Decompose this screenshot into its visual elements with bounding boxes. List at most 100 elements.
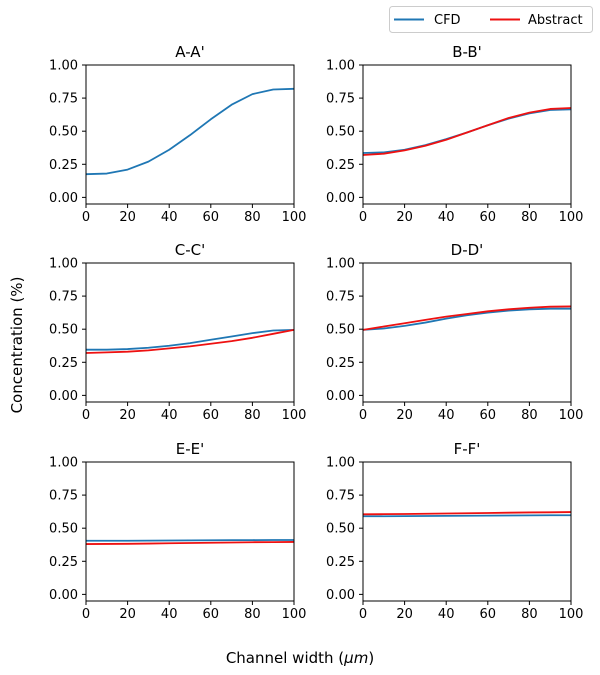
x-tick-label: 40 — [438, 408, 455, 423]
x-tick-label: 100 — [282, 607, 307, 622]
panels: A-A' 0 20 40 60 80 100 0.00 0.25 0.50 0.75 1.00 B-B'… — [49, 43, 583, 622]
y-tick-label: 0.00 — [49, 588, 78, 603]
y-tick-label: 0.25 — [49, 158, 78, 173]
y-tick-label: 0.25 — [49, 555, 78, 570]
x-tick-label: 60 — [480, 607, 497, 622]
series-line-abstract — [86, 541, 294, 545]
x-tick-label: 80 — [244, 408, 261, 423]
y-tick-label: 0.50 — [49, 522, 78, 537]
legend-label-abstract: Abstract — [528, 13, 583, 28]
panel-frame — [85, 262, 295, 403]
x-tick-label: 40 — [161, 408, 178, 423]
y-tick-label: 0.25 — [326, 158, 355, 173]
x-tick-label: 40 — [161, 607, 178, 622]
x-tick-label: 100 — [559, 607, 584, 622]
panel-frame — [85, 64, 295, 205]
x-tick-label: 0 — [82, 408, 90, 423]
legend: CFD Abstract — [389, 6, 593, 33]
y-tick-label: 0.00 — [326, 191, 355, 206]
panel-3: C-C' 0 20 40 60 80 100 0.00 0.25 0.50 0.75 1.00 — [49, 241, 306, 423]
panel-4: D-D' 0 20 40 60 80 100 0.00 0.25 0.50 0.75 1.00 — [326, 241, 583, 423]
series-line-cfd — [363, 307, 571, 331]
panel-2: B-B' 0 20 40 60 80 100 0.00 0.25 0.50 0.75 1.00 — [326, 43, 583, 225]
y-tick-label: 1.00 — [49, 456, 78, 471]
x-tick-label: 20 — [396, 408, 413, 423]
series-line-abstract — [363, 511, 571, 516]
y-tick-label: 0.00 — [326, 389, 355, 404]
x-tick-label: 40 — [161, 210, 178, 225]
x-tick-label: 100 — [282, 408, 307, 423]
y-tick-label: 0.75 — [49, 489, 78, 504]
x-tick-label: 40 — [438, 607, 455, 622]
y-tick-label: 0.50 — [49, 125, 78, 140]
x-tick-label: 0 — [359, 210, 367, 225]
y-tick-label: 0.25 — [326, 356, 355, 371]
y-tick-label: 0.75 — [326, 92, 355, 107]
panel-frame — [362, 461, 572, 602]
panel-frame — [85, 461, 295, 602]
panel-title: B-B' — [452, 43, 482, 61]
x-tick-label: 60 — [203, 408, 220, 423]
y-tick-label: 0.50 — [326, 125, 355, 140]
y-tick-label: 0.75 — [326, 489, 355, 504]
y-tick-label: 0.75 — [49, 290, 78, 305]
panel-title: C-C' — [175, 241, 205, 259]
y-tick-label: 0.25 — [326, 555, 355, 570]
x-tick-label: 20 — [396, 210, 413, 225]
x-tick-label: 20 — [119, 607, 136, 622]
y-tick-label: 1.00 — [326, 456, 355, 471]
x-tick-label: 100 — [559, 408, 584, 423]
y-tick-label: 0.50 — [49, 323, 78, 338]
series-line-abstract — [86, 328, 294, 354]
x-tick-label: 60 — [480, 408, 497, 423]
legend-label-cfd: CFD — [434, 13, 461, 28]
y-tick-label: 0.50 — [326, 522, 355, 537]
y-tick-label: 0.25 — [49, 356, 78, 371]
x-axis-label-suffix: ) — [368, 649, 374, 667]
panel-title: E-E' — [176, 440, 205, 458]
series-line-cfd — [86, 539, 294, 542]
series-line-cfd — [86, 328, 294, 351]
panel-5: E-E' 0 20 40 60 80 100 0.00 0.25 0.50 0.75 1.00 — [49, 440, 306, 622]
series-line-abstract — [363, 107, 571, 156]
x-tick-label: 100 — [282, 210, 307, 225]
y-tick-label: 0.50 — [326, 323, 355, 338]
panel-title: A-A' — [175, 43, 204, 61]
x-axis-label: Channel width (μm) — [226, 649, 374, 667]
x-tick-label: 60 — [203, 210, 220, 225]
x-tick-label: 80 — [244, 607, 261, 622]
x-tick-label: 0 — [82, 607, 90, 622]
x-tick-label: 80 — [244, 210, 261, 225]
panel-6: F-F' 0 20 40 60 80 100 0.00 0.25 0.50 0.75 1.00 — [326, 440, 583, 622]
y-axis-label: Concentration (%) — [8, 277, 26, 414]
series-line-cfd — [86, 87, 294, 176]
panel-1: A-A' 0 20 40 60 80 100 0.00 0.25 0.50 0.75 1.00 — [49, 43, 306, 225]
y-tick-label: 1.00 — [49, 257, 78, 272]
x-tick-label: 60 — [203, 607, 220, 622]
series-line-abstract — [363, 305, 571, 331]
panel-frame — [362, 262, 572, 403]
x-tick-label: 40 — [438, 210, 455, 225]
x-tick-label: 20 — [396, 607, 413, 622]
x-tick-label: 0 — [82, 210, 90, 225]
y-tick-label: 1.00 — [326, 257, 355, 272]
x-tick-label: 80 — [521, 210, 538, 225]
series-line-cfd — [363, 514, 571, 518]
x-axis-label-prefix: Channel width ( — [226, 649, 344, 667]
x-tick-label: 100 — [559, 210, 584, 225]
x-tick-label: 80 — [521, 607, 538, 622]
y-tick-label: 0.00 — [49, 191, 78, 206]
y-tick-label: 0.75 — [49, 92, 78, 107]
x-tick-label: 60 — [480, 210, 497, 225]
y-tick-label: 1.00 — [49, 59, 78, 74]
x-tick-label: 20 — [119, 408, 136, 423]
panel-title: F-F' — [454, 440, 481, 458]
y-tick-label: 0.00 — [49, 389, 78, 404]
panel-frame — [362, 64, 572, 205]
panel-title: D-D' — [451, 241, 484, 259]
x-tick-label: 0 — [359, 408, 367, 423]
x-tick-label: 0 — [359, 607, 367, 622]
y-tick-label: 0.00 — [326, 588, 355, 603]
